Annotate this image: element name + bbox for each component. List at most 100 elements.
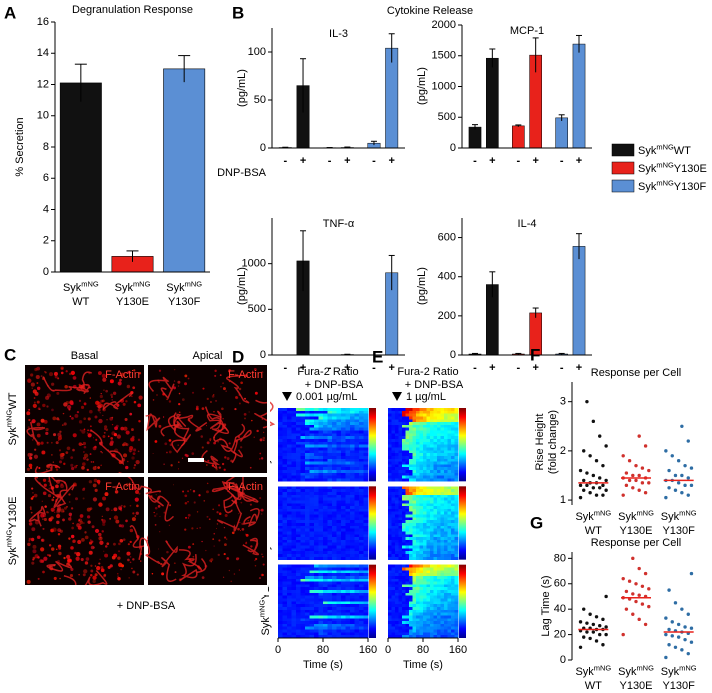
actin-signal	[159, 531, 161, 533]
heatmap-cell	[454, 618, 459, 622]
heatmap-cell	[416, 584, 420, 588]
heatmap-cell	[350, 556, 355, 560]
heatmap-cell	[314, 413, 319, 417]
heatmap-cell	[426, 508, 431, 513]
heatmap-cell	[395, 598, 399, 602]
x-tick-label: +	[532, 362, 538, 374]
heatmap-cell	[423, 554, 427, 558]
heatmap-cell	[451, 573, 455, 577]
heatmap-cell	[332, 564, 337, 568]
y-tick-label: 600	[438, 231, 456, 243]
heatmap-cell	[433, 575, 438, 580]
heatmap-cell	[409, 621, 413, 625]
heatmap-cell	[341, 592, 346, 596]
heatmap-cell	[444, 587, 448, 591]
heatmap-cell	[354, 436, 360, 440]
heatmap-cell	[402, 621, 406, 625]
heatmap-cell	[416, 508, 420, 513]
actin-signal	[102, 435, 106, 438]
actin-signal	[45, 427, 49, 432]
heatmap-cell	[296, 598, 301, 602]
heatmap-cell	[300, 556, 306, 560]
heatmap-cell	[296, 444, 301, 448]
heatmap-cell	[430, 623, 434, 628]
category-label-construct: SykmNG	[115, 280, 151, 294]
heatmap-cell	[345, 424, 351, 429]
actin-signal	[233, 573, 236, 575]
panel-letter: E	[372, 347, 383, 366]
heatmap-cell	[440, 604, 445, 608]
actin-signal	[113, 432, 118, 437]
actin-signal	[187, 513, 191, 517]
heatmap-cell	[388, 453, 392, 457]
heatmap-cell	[447, 531, 452, 535]
heatmap-cell	[278, 455, 283, 460]
heatmap-cell	[430, 537, 434, 541]
heatmap-cell	[309, 461, 315, 465]
heatmap-cell	[419, 422, 424, 426]
heatmap-cell	[409, 430, 413, 434]
actin-signal	[52, 496, 55, 499]
heatmap-cell	[437, 436, 441, 440]
heatmap-cell	[454, 455, 459, 460]
heatmap-cell	[412, 575, 417, 580]
heatmap-cell	[314, 500, 319, 504]
heatmap-cell	[412, 564, 417, 568]
heatmap-cell	[430, 551, 434, 555]
heatmap-cell	[359, 615, 364, 619]
heatmap-cell	[440, 584, 445, 588]
heatmap-cell	[300, 623, 306, 628]
heatmap-cell	[440, 475, 445, 479]
heatmap-cell	[437, 581, 441, 585]
heatmap-cell	[423, 635, 427, 639]
heatmap-cell	[419, 581, 424, 585]
actin-signal	[49, 517, 52, 520]
heatmap-cell	[309, 458, 315, 462]
heatmap-cell	[359, 575, 364, 580]
heatmap-cell	[327, 447, 333, 451]
heatmap-cell	[314, 520, 319, 524]
heatmap-cell	[430, 606, 434, 611]
heatmap-cell	[305, 626, 310, 630]
heatmap-cell	[433, 427, 438, 431]
heatmap-cell	[423, 461, 427, 465]
actin-fiber	[148, 376, 175, 400]
heatmap-cell	[419, 506, 424, 510]
heatmap-cell	[409, 491, 413, 496]
heatmap-cell	[332, 632, 337, 636]
heatmap-cell	[454, 430, 459, 434]
heatmap-cell	[314, 430, 319, 434]
actin-signal	[138, 492, 141, 495]
category-label-construct: SykmNG	[618, 664, 654, 678]
heatmap-cell	[345, 581, 351, 585]
actin-signal	[42, 518, 44, 520]
heatmap-cell	[451, 500, 455, 504]
actin-signal	[46, 405, 49, 408]
heatmap-cell	[402, 511, 406, 515]
heatmap-cell	[359, 447, 364, 451]
heatmap-cell	[327, 554, 333, 558]
heatmap-cell	[287, 609, 292, 613]
heatmap-cell	[405, 497, 410, 501]
heatmap-cell	[332, 604, 337, 608]
heatmap-cell	[433, 537, 438, 541]
actin-signal	[78, 383, 81, 386]
heatmap-cell	[402, 523, 406, 527]
actin-signal	[114, 490, 119, 494]
heatmap-cell	[451, 609, 455, 613]
heatmap-cell	[296, 523, 301, 527]
heatmap-cell	[437, 506, 441, 510]
heatmap-cell	[419, 491, 424, 496]
actin-signal	[191, 391, 195, 394]
superscript: mNG	[594, 664, 612, 673]
heatmap-cell	[282, 444, 288, 448]
heatmap-cell	[359, 475, 364, 479]
heatmap-cell	[336, 525, 342, 529]
actin-signal	[226, 557, 230, 560]
heatmap-cell	[433, 433, 438, 437]
actin-signal	[190, 489, 192, 491]
heatmap-cell	[318, 615, 324, 619]
heatmap-cell	[391, 475, 396, 479]
heatmap-cell	[454, 478, 459, 482]
actin-signal	[218, 466, 222, 469]
